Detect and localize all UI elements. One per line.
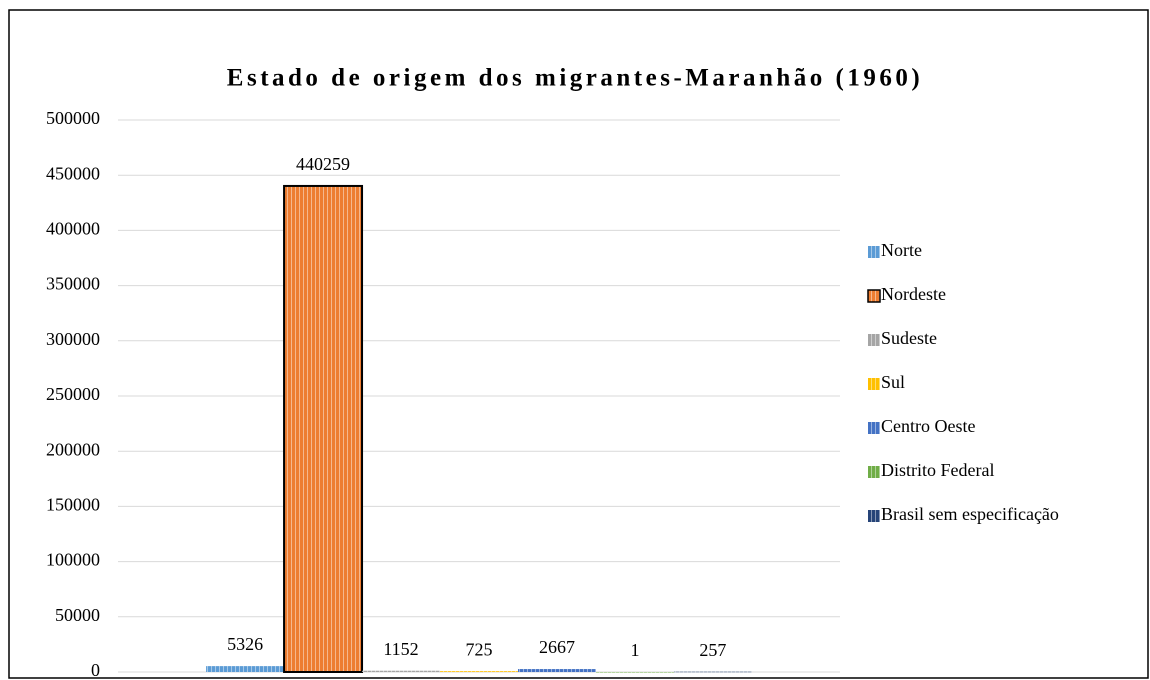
legend-swatch [868, 378, 880, 390]
bar [440, 671, 518, 672]
data-label: 5326 [227, 634, 263, 654]
legend-swatch [868, 510, 880, 522]
legend-label: Nordeste [881, 284, 946, 304]
legend-label: Distrito Federal [881, 460, 994, 480]
y-tick-label: 100000 [46, 550, 100, 570]
y-tick-label: 150000 [46, 495, 100, 515]
legend-swatch [868, 334, 880, 346]
y-tick-label: 450000 [46, 163, 100, 183]
legend-label: Sul [881, 372, 905, 392]
chart-title: Estado de origem dos migrantes-Maranhão … [227, 65, 923, 92]
data-label: 2667 [539, 637, 575, 657]
y-tick-label: 250000 [46, 384, 100, 404]
y-tick-label: 300000 [46, 329, 100, 349]
legend-swatch [868, 466, 880, 478]
data-label: 257 [699, 640, 726, 660]
y-tick-label: 350000 [46, 274, 100, 294]
legend-label: Sudeste [881, 328, 937, 348]
y-tick-label: 50000 [55, 605, 100, 625]
legend-swatch [867, 289, 881, 303]
legend-swatch [868, 422, 880, 434]
bar [283, 184, 364, 673]
y-tick-label: 400000 [46, 219, 100, 239]
y-tick-label: 0 [91, 660, 100, 680]
data-label: 1152 [383, 639, 418, 659]
legend-swatch [868, 246, 880, 258]
data-label: 1 [630, 640, 639, 660]
legend-label: Brasil sem especificação [881, 504, 1059, 524]
data-label: 440259 [296, 154, 350, 174]
y-tick-label: 200000 [46, 439, 100, 459]
y-tick-label: 500000 [46, 108, 100, 128]
chart-frame [8, 9, 1149, 679]
bar [595, 671, 674, 673]
legend-label: Centro Oeste [881, 416, 975, 436]
bar [673, 671, 752, 673]
legend-label: Norte [881, 240, 922, 260]
bar [517, 669, 596, 672]
bar [206, 666, 285, 672]
data-label: 725 [466, 639, 493, 659]
bar [362, 670, 441, 672]
